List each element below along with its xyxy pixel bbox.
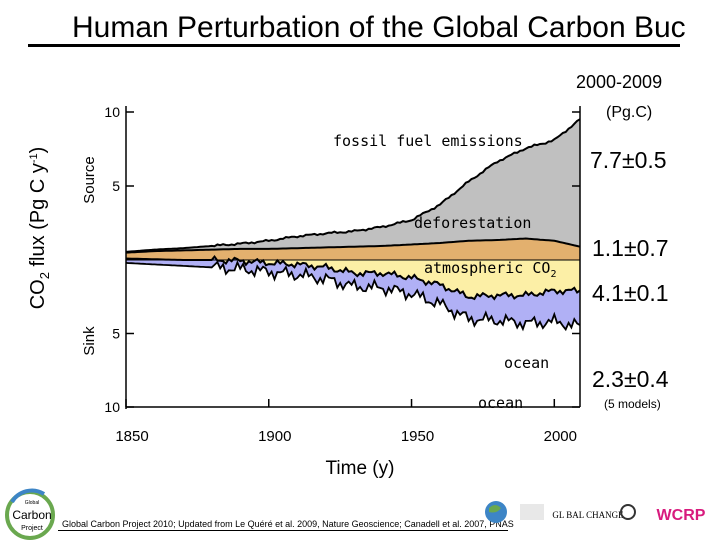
ylabel-source: Source xyxy=(81,156,98,204)
atmospheric-co2-line xyxy=(125,259,581,332)
gcp-logo-line1: Global xyxy=(25,500,39,506)
axes xyxy=(125,106,581,409)
slide-title: Human Perturbation of the Global Carbon … xyxy=(72,11,686,44)
fossil-budget-value: 7.7±0.5 xyxy=(590,147,667,173)
ocean-sink-area xyxy=(126,256,580,330)
gcp-logo-line3: Project xyxy=(21,525,43,532)
period-label: 2000-2009 xyxy=(576,72,663,92)
deforestation-budget-value: 1.1±0.7 xyxy=(592,235,669,261)
y-tick-label: 10 xyxy=(104,399,120,415)
deforestation-area xyxy=(126,238,580,260)
annotation-atmospheric-sub: 2 xyxy=(550,269,556,280)
footer-rule xyxy=(58,530,508,531)
atmospheric-budget-value: 4.1±0.1 xyxy=(592,280,669,306)
tick-labels: 10 5 5 10 1850 1900 1950 2000 xyxy=(104,104,577,445)
gcp-logo-arc xyxy=(10,488,46,504)
x-tick-label: 1950 xyxy=(401,428,434,445)
gcp-logo-line2: Carbon xyxy=(12,508,51,522)
annotation-fossil: fossil fuel emissions xyxy=(333,132,523,150)
fossil-fuel-line xyxy=(125,118,581,253)
xlabel: Time (y) xyxy=(326,458,395,479)
x-tick-label: 1900 xyxy=(258,428,291,445)
y-tick-label: 5 xyxy=(112,326,120,342)
annotation-atmospheric: atmospheric CO2 xyxy=(424,259,556,280)
ylabel-sup: -1 xyxy=(28,153,40,163)
annotation-ocean-upper: ocean xyxy=(504,354,549,372)
area-layers xyxy=(125,118,581,332)
ylabel-sink: Sink xyxy=(81,326,98,356)
x-tick-label: 1850 xyxy=(115,428,148,445)
x-tick-label: 2000 xyxy=(544,428,577,445)
deforestation-line xyxy=(125,237,581,254)
unit-label: (Pg.C) xyxy=(606,104,653,121)
tick-marks xyxy=(125,111,580,408)
fossil-fuel-area xyxy=(126,119,580,253)
ylabel-text: CO2 flux (Pg C y-1) xyxy=(27,147,52,310)
citation-text: Global Carbon Project 2010; Updated from… xyxy=(62,519,514,529)
ylabel-close: ) xyxy=(27,147,49,154)
global-change-logo: GL BAL CHANGE xyxy=(552,510,624,520)
y-tick-label: 10 xyxy=(104,104,120,120)
wcrp-logo: WCRP xyxy=(657,507,706,524)
ylabel-co2-sub: 2 xyxy=(37,272,52,279)
ihdp-logo-icon xyxy=(620,504,636,520)
annotation-deforestation: deforestation xyxy=(414,214,531,232)
ocean-budget-value: 2.3±0.4 xyxy=(592,366,669,392)
partner-logo-small xyxy=(520,504,544,520)
ocean-models-note: (5 models) xyxy=(604,397,661,411)
ylabel-co2: CO xyxy=(27,279,49,309)
ylabel-rest: flux (Pg C y xyxy=(27,163,49,272)
y-tick-label: 5 xyxy=(112,178,120,194)
annotation-atmospheric-text: atmospheric CO xyxy=(424,259,550,277)
earth-globe-land-icon xyxy=(489,505,501,513)
title-underline xyxy=(28,44,680,47)
global-carbon-project-logo: Global Carbon Project xyxy=(5,488,55,540)
annotation-ocean-lower: ocean xyxy=(478,394,523,412)
partner-logos: GL BAL CHANGE WCRP xyxy=(485,501,706,524)
